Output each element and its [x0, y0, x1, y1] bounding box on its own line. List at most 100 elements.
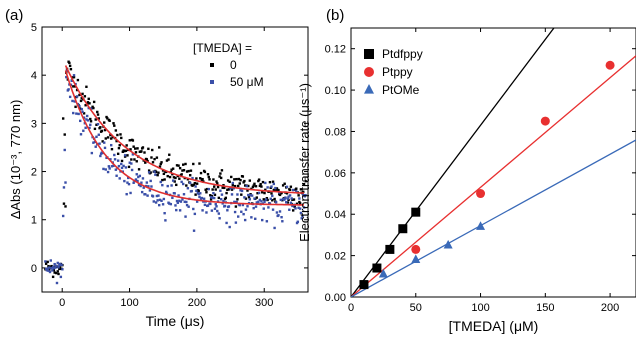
data-point-series-50uM — [108, 167, 111, 170]
data-point-series-50uM — [123, 179, 126, 183]
data-point-series-50uM — [147, 171, 151, 174]
data-point-series-50uM — [154, 201, 158, 204]
data-point-series-50uM — [89, 107, 93, 110]
data-points — [44, 60, 307, 285]
data-point-series-0 — [135, 160, 138, 163]
data-point-series-50uM — [235, 200, 238, 204]
data-point-series-0 — [194, 193, 197, 196]
data-point-series-0 — [131, 139, 135, 142]
data-point-series-50uM — [216, 209, 219, 213]
data-point-series-50uM — [254, 205, 258, 208]
data-point-series-0 — [184, 162, 187, 166]
data-point-series-50uM — [110, 165, 114, 168]
data-point-series-0 — [151, 161, 155, 164]
data-point-series-0 — [203, 170, 207, 174]
data-point-series-50uM — [154, 173, 157, 176]
data-point-series-0 — [125, 144, 128, 147]
data-point-series-50uM — [272, 182, 276, 186]
data-point-ptppy — [476, 189, 486, 199]
data-point-series-0 — [271, 199, 274, 202]
data-point-series-0 — [86, 101, 90, 104]
data-point-series-0 — [302, 190, 305, 194]
data-point-series-0 — [244, 197, 248, 200]
data-point-series-50uM — [118, 177, 121, 180]
data-point-series-50uM — [148, 189, 152, 192]
data-point-series-50uM — [85, 114, 89, 118]
data-point-series-50uM — [96, 122, 100, 126]
data-point-series-0 — [275, 187, 279, 190]
data-point-series-0 — [113, 124, 116, 127]
data-point-series-50uM — [54, 266, 57, 269]
data-point-series-0 — [238, 182, 241, 185]
data-point-series-50uM — [192, 207, 195, 211]
data-point-series-0 — [243, 179, 246, 183]
data-point-series-50uM — [178, 209, 182, 212]
data-point-series-50uM — [296, 220, 300, 223]
data-point-series-0 — [52, 268, 56, 272]
data-point-series-50uM — [47, 269, 50, 272]
data-point-series-50uM — [161, 183, 164, 187]
data-point-series-0 — [266, 198, 269, 202]
data-point-series-50uM — [152, 200, 155, 203]
data-point-ptdfppy — [359, 280, 369, 290]
data-point-series-0 — [91, 105, 94, 109]
data-point-series-0 — [123, 149, 126, 153]
data-point-series-50uM — [149, 179, 152, 183]
data-point-series-50uM — [92, 141, 95, 144]
data-point-series-0 — [123, 155, 127, 158]
data-point-series-0 — [175, 183, 178, 187]
data-point-series-0 — [76, 78, 80, 82]
data-point-series-0 — [304, 179, 307, 183]
x-tick-label: 150 — [536, 302, 554, 314]
data-point-series-0 — [95, 123, 98, 127]
data-point-series-50uM — [291, 204, 294, 208]
data-point-series-0 — [212, 178, 215, 181]
data-point-series-0 — [117, 146, 121, 150]
data-point-series-50uM — [94, 145, 97, 148]
data-point-series-50uM — [209, 196, 213, 199]
data-point-series-50uM — [46, 267, 49, 270]
data-point-series-50uM — [220, 193, 224, 196]
data-point-series-0 — [219, 172, 222, 175]
data-point-series-0 — [186, 178, 190, 181]
data-point-series-0 — [247, 195, 251, 199]
data-point-series-0 — [228, 180, 231, 184]
legend-marker — [210, 63, 214, 67]
data-point-series-50uM — [93, 140, 97, 144]
data-point-series-50uM — [244, 208, 248, 211]
data-point-series-0 — [291, 209, 295, 212]
panel-b-electron-transfer-chart: (b) 0 50 100 150 200 0.00 0.02 0.04 0.06 0.08 0.10 0… — [297, 7, 636, 334]
data-point-series-0 — [53, 271, 56, 274]
data-point-series-0 — [110, 147, 114, 151]
data-point-series-0 — [103, 128, 107, 132]
data-point-ptome — [411, 254, 421, 263]
data-point-series-0 — [158, 165, 162, 168]
data-point-series-50uM — [104, 168, 107, 171]
data-point-series-0 — [233, 178, 236, 181]
x-tick-label: 200 — [601, 302, 619, 314]
data-point-series-50uM — [237, 215, 240, 218]
y-tick-label: 3 — [31, 118, 37, 130]
data-point-series-50uM — [85, 118, 88, 121]
data-point-series-50uM — [207, 187, 210, 191]
data-point-series-0 — [78, 93, 81, 97]
data-point-series-0 — [270, 192, 273, 195]
data-point-series-50uM — [125, 192, 128, 196]
data-point-series-50uM — [258, 198, 262, 202]
data-point-series-0 — [120, 136, 123, 140]
data-point-series-50uM — [299, 211, 303, 215]
data-point-series-0 — [92, 100, 96, 104]
data-point-series-50uM — [274, 201, 278, 204]
data-point-series-50uM — [198, 195, 201, 199]
data-point-series-50uM — [89, 123, 92, 127]
data-point-series-50uM — [168, 202, 171, 205]
data-point-series-0 — [74, 105, 77, 109]
data-point-series-50uM — [194, 185, 197, 188]
data-point-series-50uM — [170, 184, 173, 187]
data-point-series-0 — [231, 183, 234, 187]
data-point-series-50uM — [55, 281, 59, 285]
data-point-series-50uM — [160, 199, 163, 203]
data-point-series-0 — [222, 183, 225, 187]
data-point-series-50uM — [135, 173, 138, 176]
data-point-series-50uM — [188, 181, 192, 185]
